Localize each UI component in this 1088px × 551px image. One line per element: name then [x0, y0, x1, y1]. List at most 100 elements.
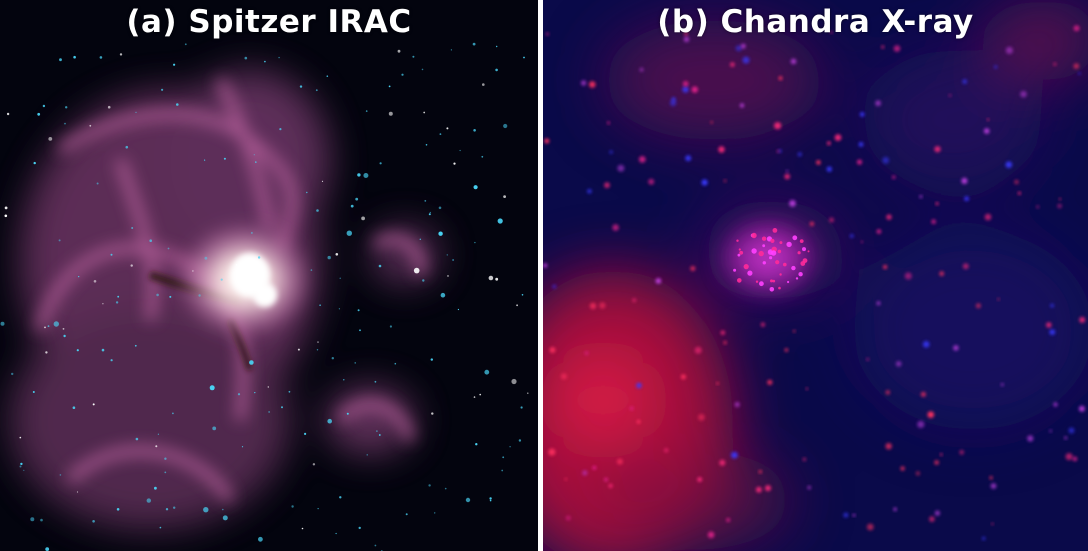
- star-point: [388, 85, 391, 88]
- cluster-source-point: [770, 279, 773, 283]
- star-point: [315, 89, 318, 92]
- star-point: [130, 264, 133, 267]
- xray-source-point: [852, 513, 856, 517]
- star-point: [355, 197, 359, 201]
- xray-source-point: [885, 390, 891, 395]
- xray-source-point: [698, 413, 705, 421]
- star-point: [489, 499, 492, 502]
- cluster-source-point: [758, 250, 764, 257]
- xray-source-point: [592, 465, 597, 470]
- star-point: [4, 214, 8, 218]
- cluster-source-point: [792, 235, 798, 241]
- star-point: [421, 68, 424, 71]
- star-point: [212, 426, 217, 431]
- xray-source-point: [731, 451, 738, 459]
- cluster-source-point: [777, 249, 782, 254]
- xray-source-point: [984, 213, 992, 221]
- star-point: [204, 159, 206, 161]
- cluster-source-point: [797, 251, 801, 255]
- star-point: [503, 123, 508, 129]
- cluster-source-point: [762, 244, 766, 248]
- xray-source-point: [1046, 322, 1052, 328]
- star-point: [450, 49, 452, 51]
- star-point: [65, 106, 68, 109]
- cluster-source-point: [783, 262, 787, 267]
- cluster-source-point: [755, 280, 759, 283]
- star-point: [291, 505, 294, 508]
- star-point: [44, 326, 46, 329]
- star-point: [203, 507, 209, 513]
- star-point: [304, 432, 307, 435]
- star-point: [317, 508, 319, 510]
- xray-source-point: [726, 518, 731, 522]
- xray-source-point: [1065, 453, 1073, 461]
- star-point: [516, 304, 518, 307]
- panel-b-title: (b) Chandra X-ray: [657, 4, 974, 40]
- xray-source-point: [639, 67, 644, 72]
- xray-source-point: [927, 411, 935, 419]
- star-point: [312, 463, 316, 466]
- star-point: [59, 58, 62, 62]
- star-point: [316, 209, 319, 212]
- xray-source-point: [664, 448, 669, 453]
- cluster-source-point: [802, 247, 806, 252]
- cluster-source-point: [751, 248, 757, 254]
- xray-source-point: [683, 36, 690, 43]
- star-point: [503, 195, 506, 199]
- xray-source-point: [986, 118, 990, 121]
- star-point: [154, 486, 157, 490]
- star-point: [135, 437, 139, 441]
- star-point: [316, 349, 319, 351]
- xray-source-point: [1053, 402, 1058, 407]
- star-point: [0, 321, 5, 326]
- star-point: [501, 469, 504, 472]
- star-point: [169, 295, 172, 298]
- star-point: [444, 487, 447, 490]
- xray-source-point: [607, 121, 610, 125]
- xray-source-point: [1068, 427, 1075, 434]
- star-point: [419, 238, 421, 240]
- star-point: [453, 162, 456, 165]
- xray-source-point: [629, 406, 634, 411]
- xray-source-point: [849, 234, 854, 238]
- star-point: [446, 254, 448, 256]
- star-point: [192, 270, 194, 272]
- star-point: [48, 137, 53, 141]
- cluster-source-point: [807, 250, 810, 253]
- star-point: [164, 471, 167, 474]
- xray-source-point: [617, 164, 625, 172]
- star-point: [110, 359, 113, 362]
- xray-source-point: [983, 128, 990, 134]
- star-point: [172, 412, 174, 415]
- xray-source-point: [1049, 329, 1056, 335]
- star-point: [338, 308, 340, 310]
- xray-source-point: [552, 284, 557, 289]
- star-point: [76, 491, 79, 493]
- point-xray-sources: [543, 25, 1086, 541]
- xray-source-point: [1000, 383, 1004, 387]
- cluster-source-point: [739, 250, 744, 255]
- star-point: [78, 276, 80, 278]
- star-point: [92, 403, 95, 406]
- star-point: [428, 213, 431, 216]
- star-point: [482, 83, 485, 86]
- star-point: [430, 358, 433, 361]
- star-point: [422, 279, 425, 282]
- xray-source-point: [1036, 205, 1040, 209]
- star-point: [429, 211, 431, 214]
- star-point: [167, 247, 170, 250]
- star-point: [4, 206, 8, 210]
- xray-source-point: [784, 173, 790, 180]
- xray-source-point: [758, 470, 762, 474]
- xray-source-point: [548, 448, 556, 456]
- star-point: [254, 392, 256, 394]
- xray-source-point: [994, 65, 998, 69]
- cluster-source-point: [779, 241, 783, 245]
- xray-source-point: [1057, 203, 1062, 209]
- xray-source-point: [544, 138, 550, 144]
- star-point: [20, 462, 23, 466]
- xray-source-point: [735, 45, 742, 52]
- xray-source-point: [883, 265, 888, 269]
- star-point: [173, 63, 176, 66]
- xray-source-point: [882, 156, 890, 164]
